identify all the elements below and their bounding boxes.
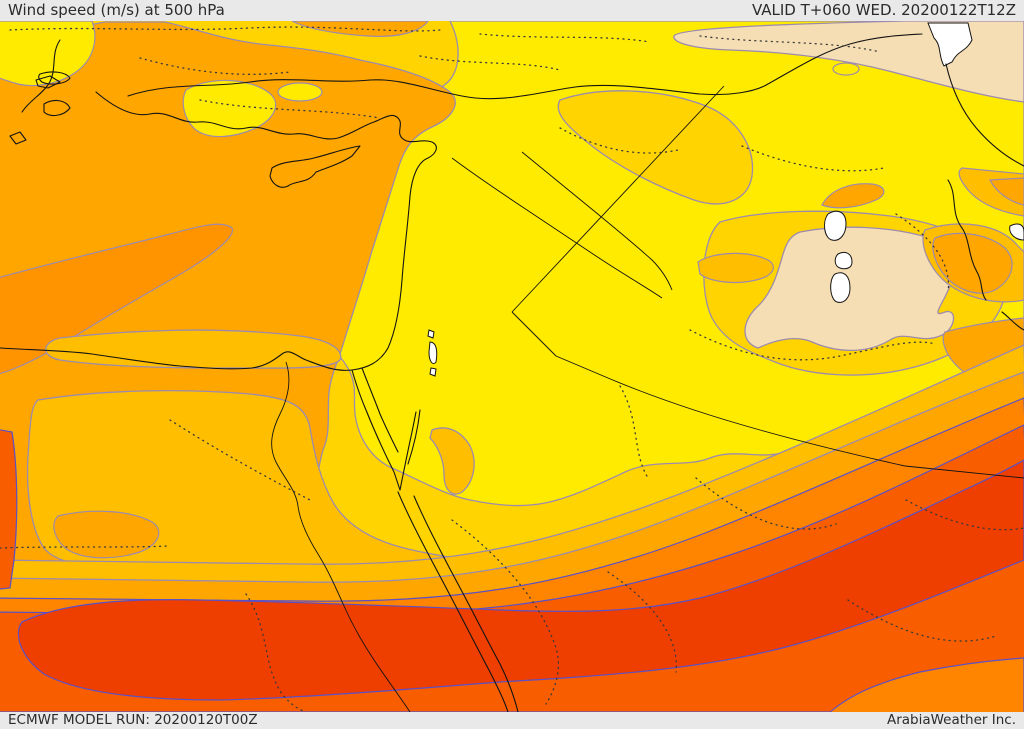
island-3: [43, 99, 71, 117]
band-lemon-spot: [832, 62, 860, 76]
gulf-of-suez-west: [351, 369, 401, 491]
border-jordan-zigzag: [511, 311, 609, 379]
gulf-edge-wiggle: [1001, 311, 1024, 331]
euphrates-river: [451, 157, 663, 299]
lake-tiberias: [427, 329, 435, 339]
dead-sea: [428, 341, 438, 365]
coastlines: [0, 33, 1024, 712]
cyprus: [269, 145, 361, 188]
band-orange-egypt-wedge: [53, 510, 160, 559]
red-sea-east-coast: [413, 495, 519, 712]
border-saudi-iraq: [607, 377, 1024, 479]
border-diagonal-ne: [511, 85, 725, 313]
map-title: Wind speed (m/s) at 500 hPa: [8, 1, 225, 19]
dead-sea-south: [429, 367, 437, 377]
gulf-of-aqaba-west: [399, 411, 417, 491]
lake-small: [834, 251, 853, 270]
black-sea-coast: [127, 33, 923, 100]
band-orange-accents-ne: [821, 177, 1024, 399]
tigris-river: [521, 151, 673, 291]
island-1: [35, 75, 61, 89]
band-red-jet: [17, 459, 1024, 701]
lake-edge-sliver: [1009, 223, 1024, 241]
borders-dotted: [0, 26, 1024, 712]
map-canvas: [0, 21, 1024, 712]
island-2: [9, 131, 27, 145]
gulf-of-suez-east: [361, 367, 399, 453]
nile-river: [271, 361, 411, 712]
lake-van: [824, 210, 847, 241]
dead-sea-group: [427, 329, 438, 377]
model-run-label: ECMWF MODEL RUN: 20200120T00Z: [8, 712, 258, 728]
iran-border-zigzag: [947, 179, 987, 301]
footer-bar: ECMWF MODEL RUN: 20200120T00Z ArabiaWeat…: [0, 712, 1024, 729]
caspian-sea-corner: [927, 22, 973, 67]
lake-urmia: [830, 272, 851, 303]
aegean-coast: [21, 39, 61, 113]
lakes: [824, 22, 1024, 303]
band-orange-top-blob: [291, 21, 429, 37]
gulf-of-aqaba-east: [407, 409, 421, 465]
political-borders: [511, 85, 1024, 479]
band-dark-orange-corner: [829, 657, 1024, 712]
caspian-se-coast: [945, 63, 1024, 167]
wind-speed-contour-map: [0, 21, 1024, 712]
anatolia-levant-egypt-coast: [0, 91, 437, 371]
header-bar: Wind speed (m/s) at 500 hPa VALID T+060 …: [0, 0, 1024, 21]
rivers: [271, 151, 673, 712]
valid-time-label: VALID T+060 WED. 20200122T12Z: [751, 1, 1016, 19]
brand-label: ArabiaWeather Inc.: [886, 712, 1016, 728]
red-sea-west-coast: [397, 491, 509, 712]
